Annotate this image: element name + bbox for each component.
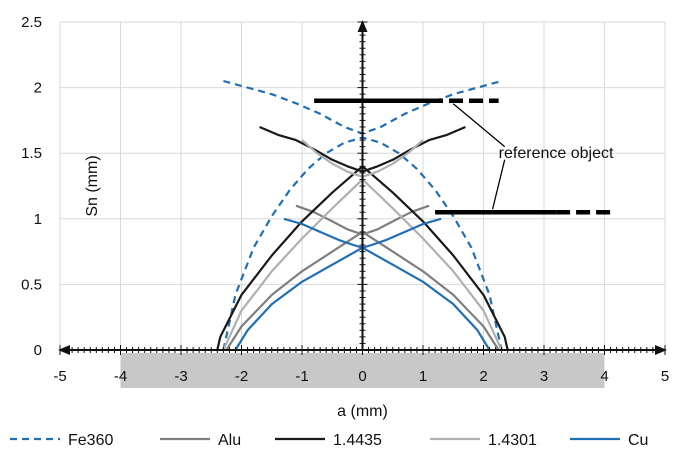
x-tick-label: -2 [235, 368, 248, 385]
tick-labels: -5 -4 -3 -2 -1 0 1 2 3 4 5 0 0.5 1 1.5 2 2.5 [21, 14, 669, 385]
shaded-region [120, 353, 605, 388]
reference-object-annotation: reference object [499, 145, 614, 162]
x-tick-label: 2 [479, 368, 487, 385]
y-tick-label: 0 [34, 342, 42, 359]
x-tick-label: -3 [174, 368, 187, 385]
annotation-leader-line [491, 159, 506, 210]
y-tick-label: 2.5 [21, 14, 42, 31]
x-tick-label: -4 [114, 368, 127, 385]
x-tick-label: 4 [600, 368, 608, 385]
legend-label-Cu: Cu [628, 432, 648, 449]
x-tick-label: 5 [661, 368, 669, 385]
x-tick-label: -1 [295, 368, 308, 385]
x-tick-label: 1 [419, 368, 427, 385]
x-tick-label: 0 [358, 368, 366, 385]
annotation-leader-line [452, 103, 506, 148]
legend-label-Alu: Alu [218, 432, 241, 449]
legend-label-1.4435: 1.4435 [333, 432, 382, 449]
y-tick-label: 2 [34, 80, 42, 97]
legend-label-1.4301: 1.4301 [488, 432, 537, 449]
axes [58, 20, 667, 355]
reference-objects [314, 98, 611, 215]
x-axis-arrow-left [58, 345, 70, 355]
y-tick-label: 1 [34, 211, 42, 228]
legend-label-Fe360: Fe360 [68, 432, 113, 449]
x-tick-label: 3 [540, 368, 548, 385]
legend: Fe360 Alu 1.4435 1.4301 Cu [10, 432, 648, 449]
x-axis-arrow-right [655, 345, 667, 355]
y-tick-label: 1.5 [21, 145, 42, 162]
y-axis-title: Sn (mm) [84, 155, 101, 216]
x-axis-title: a (mm) [337, 403, 388, 420]
x-tick-label: -5 [53, 368, 66, 385]
y-tick-label: 0.5 [21, 276, 42, 293]
